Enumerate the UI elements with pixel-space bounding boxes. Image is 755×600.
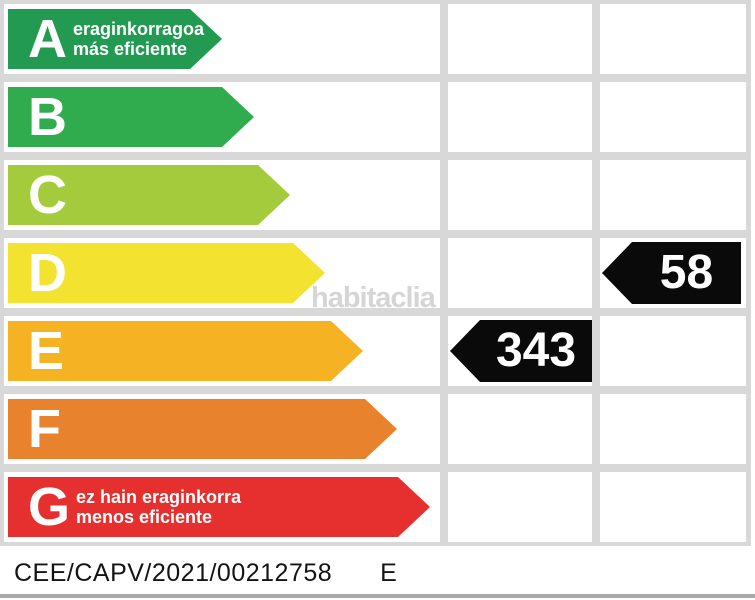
grid-cell-a-middle: [448, 4, 592, 74]
band-label-g: ez hain eraginkorra menos eficiente: [76, 487, 241, 527]
band-letter-d: D: [28, 243, 67, 303]
band-label-a-line2: más eficiente: [73, 39, 188, 59]
grid-cell-f-middle: [448, 394, 592, 464]
grid-cell-c-right: [600, 160, 746, 230]
band-arrow-a: A eraginkorragoa más eficiente: [8, 9, 222, 69]
value-marker-343: 343: [495, 324, 577, 377]
band-arrow-g: G ez hain eraginkorra menos eficiente: [8, 477, 430, 537]
band-row-b: B: [4, 82, 440, 152]
band-row-d: D: [4, 238, 440, 308]
value-marker-arrow-58: 58: [602, 242, 741, 304]
value-marker-arrow-343: 343: [450, 320, 592, 382]
band-arrow-d: D: [8, 243, 325, 303]
band-arrow-e: E: [8, 321, 363, 381]
band-row-c: C: [4, 160, 440, 230]
rating-letter: E: [380, 558, 398, 587]
band-label-a: eraginkorragoa más eficiente: [73, 19, 204, 59]
band-row-a: A eraginkorragoa más eficiente: [4, 4, 440, 74]
certificate-number: CEE/CAPV/2021/00212758: [14, 558, 333, 587]
band-row-g: G ez hain eraginkorra menos eficiente: [4, 472, 440, 542]
band-letter-f: F: [28, 399, 61, 459]
band-label-g-line2: menos eficiente: [76, 507, 213, 527]
grid-cell-g-middle: [448, 472, 592, 542]
grid-cell-c-middle: [448, 160, 592, 230]
band-row-e: E: [4, 316, 440, 386]
band-arrow-f: F: [8, 399, 397, 459]
band-row-f: F: [4, 394, 440, 464]
value-marker-58: 58: [659, 246, 714, 299]
certificate-footer: CEE/CAPV/2021/00212758 E: [0, 546, 755, 600]
bottom-divider: [0, 594, 755, 598]
band-letter-g: G: [28, 477, 71, 537]
band-label-g-line1: ez hain eraginkorra: [76, 486, 242, 507]
grid-cell-d-middle: [448, 238, 592, 308]
grid-cell-e-right: [600, 316, 746, 386]
grid-cell-g-right: [600, 472, 746, 542]
grid-cell-b-middle: [448, 82, 592, 152]
band-arrow-c: C: [8, 165, 290, 225]
band-letter-e: E: [28, 321, 65, 381]
grid-cell-f-right: [600, 394, 746, 464]
grid-cell-e-middle: 343: [448, 316, 592, 386]
band-label-a-line1: eraginkorragoa: [73, 18, 205, 39]
band-letter-b: B: [28, 87, 67, 147]
band-letter-a: A: [28, 9, 67, 69]
grid-cell-b-right: [600, 82, 746, 152]
grid-cell-a-right: [600, 4, 746, 74]
band-letter-c: C: [28, 165, 67, 225]
rating-grid: A eraginkorragoa más eficiente B C: [0, 0, 751, 546]
band-arrow-b: B: [8, 87, 254, 147]
grid-cell-d-right: 58: [600, 238, 746, 308]
